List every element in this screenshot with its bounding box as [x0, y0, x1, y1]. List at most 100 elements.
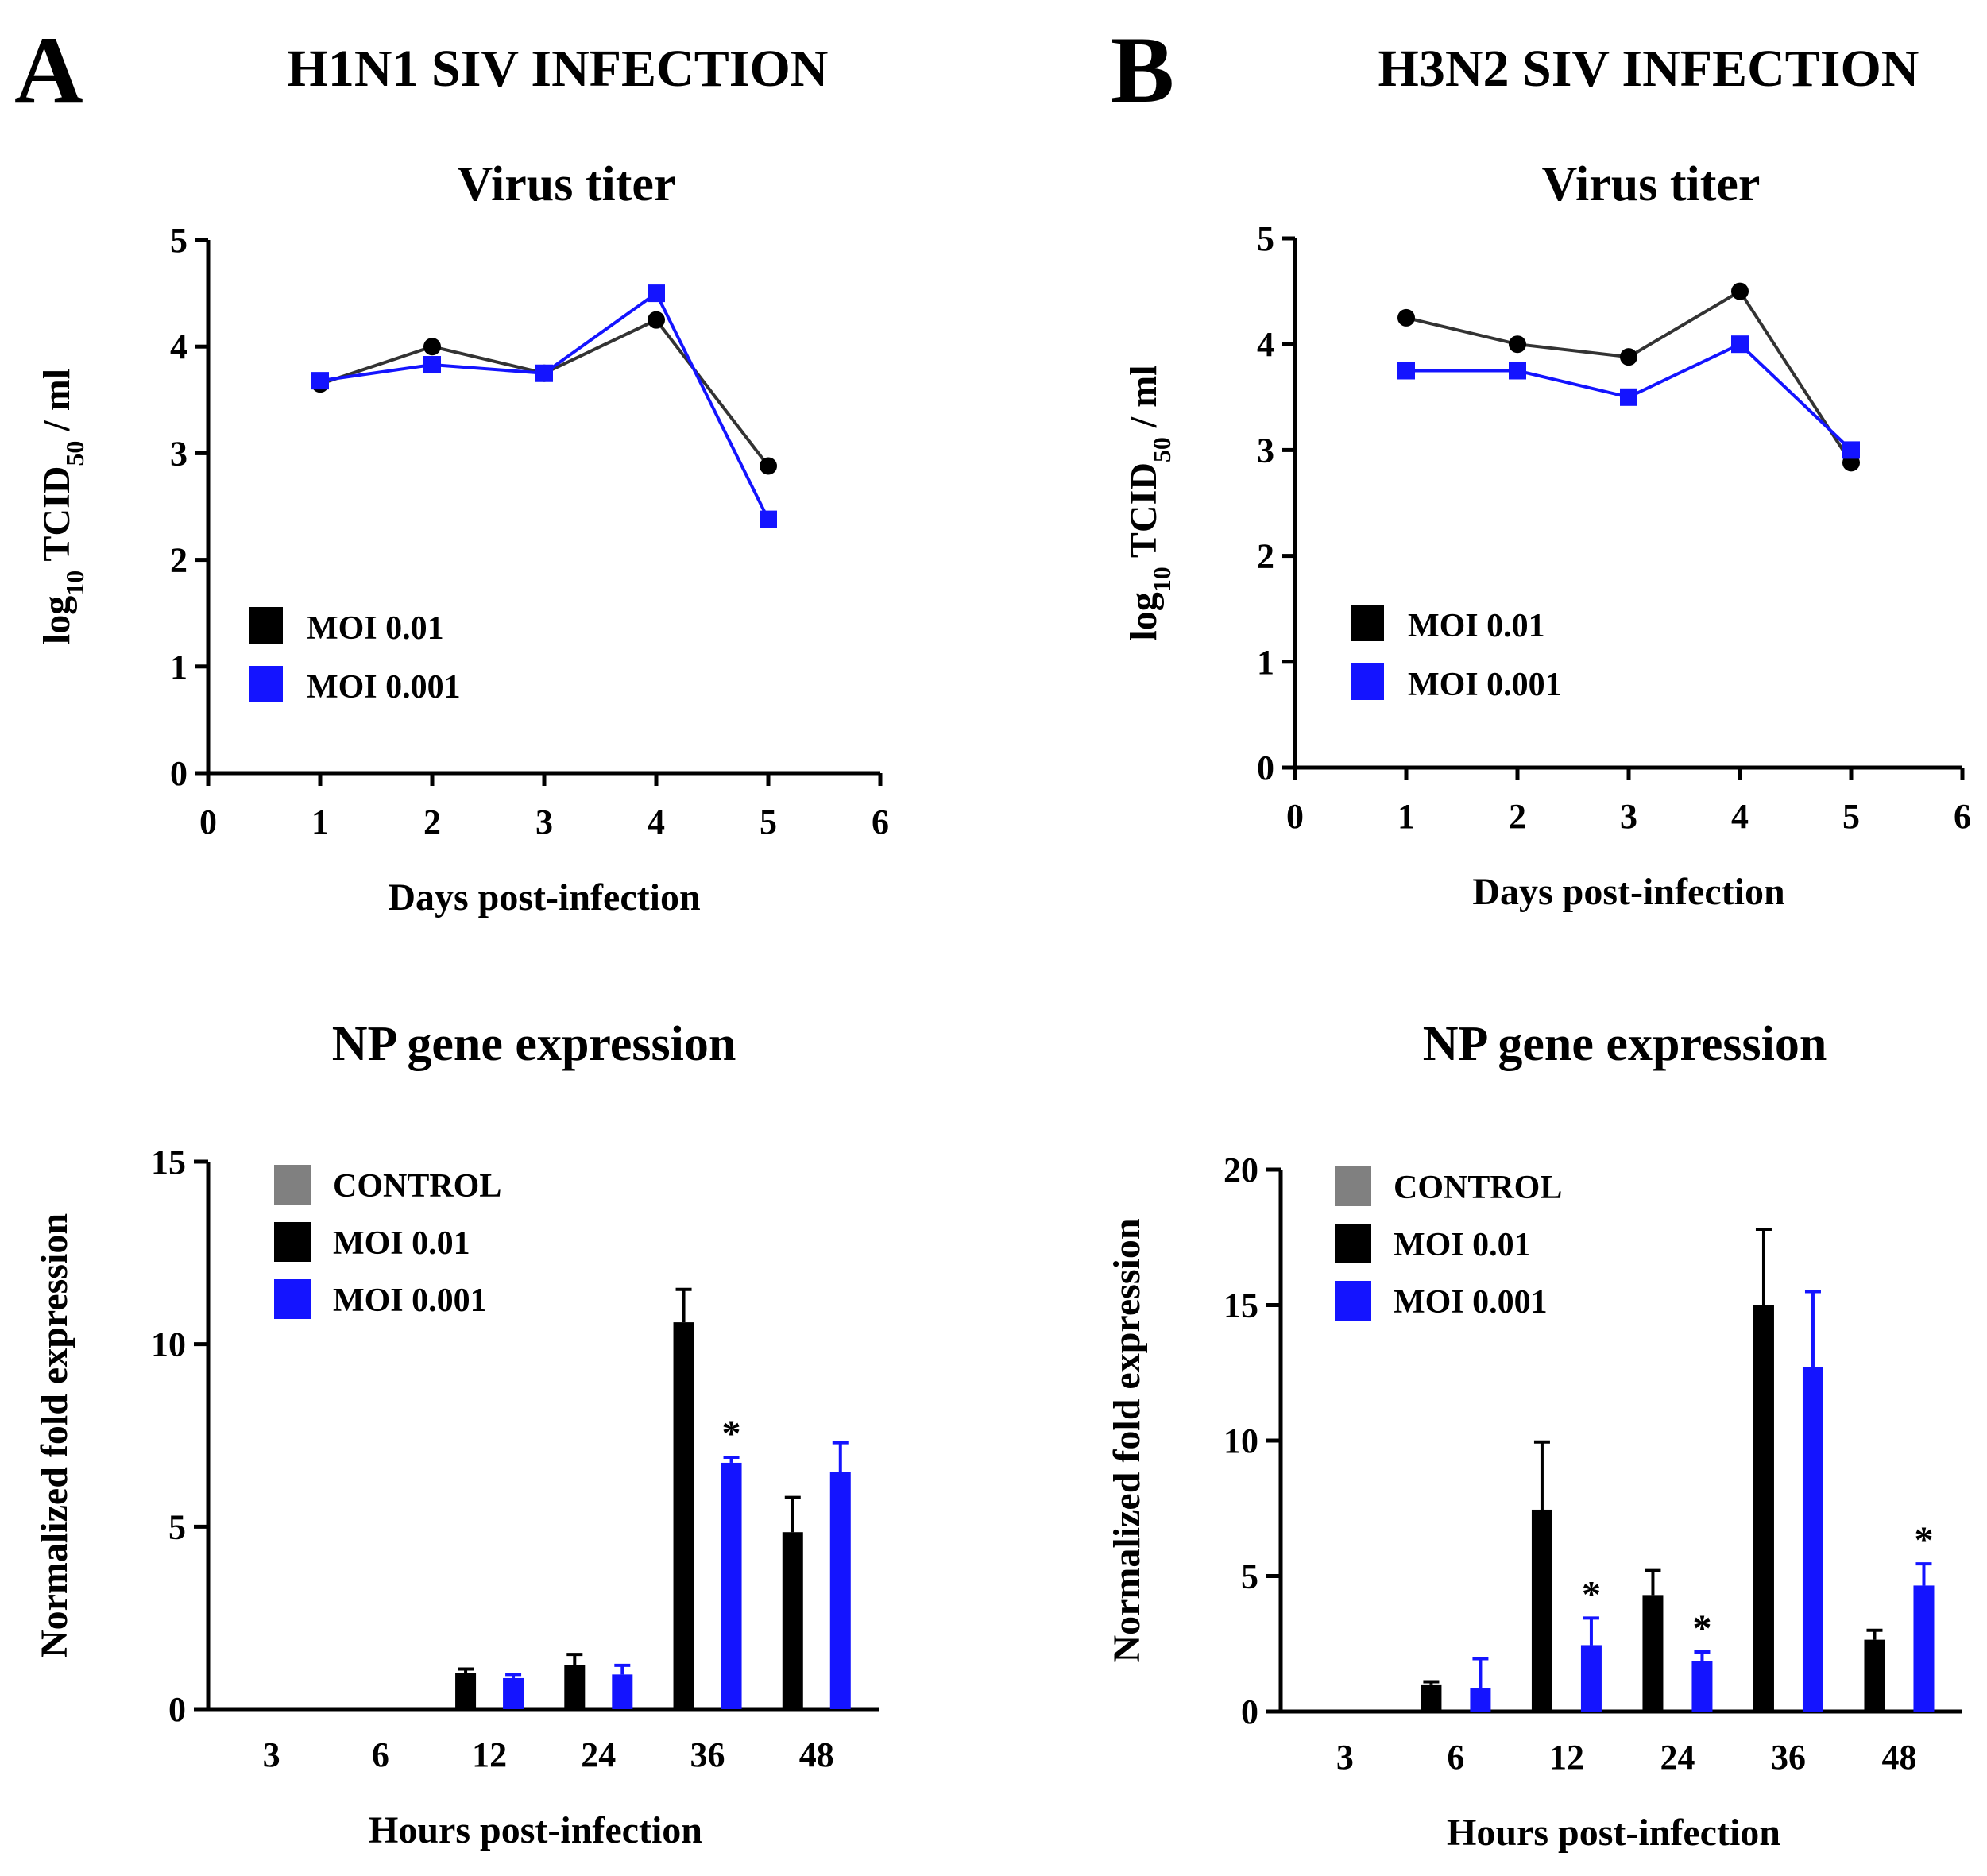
y-axis-label-part: TCID	[36, 466, 78, 571]
bar-moi-0-001	[1470, 1688, 1491, 1712]
y-tick-label: 5	[168, 1507, 186, 1546]
x-axis-label: Days post-infection	[388, 876, 700, 919]
data-point-moi-0-001	[1731, 335, 1749, 354]
bar-moi-0-01	[1531, 1509, 1552, 1712]
x-tick-label: 36	[1771, 1738, 1806, 1777]
legend-swatch-control	[1335, 1166, 1371, 1206]
y-axis-label-part: log	[1123, 592, 1165, 640]
panel-title-a: H1N1 SIV INFECTION	[288, 40, 829, 98]
data-point-moi-0-01	[1731, 282, 1749, 300]
x-tick-label: 48	[799, 1735, 834, 1774]
y-tick-label: 0	[168, 1690, 186, 1729]
x-tick-label: 0	[1286, 797, 1304, 836]
y-axis-label-part: / ml	[1123, 365, 1165, 437]
x-tick-label: 6	[372, 1735, 389, 1774]
bar-moi-0-001	[829, 1472, 851, 1709]
y-tick-label: 5	[1257, 219, 1274, 258]
y-axis-label: log10 TCID50 / ml	[1123, 365, 1176, 640]
bar-moi-0-01	[782, 1532, 803, 1709]
bar-moi-0-001	[1802, 1367, 1823, 1712]
legend-swatch-moi-0-01	[1335, 1224, 1371, 1263]
x-tick-label: 3	[1620, 797, 1637, 836]
legend-swatch-moi-0-01	[249, 607, 283, 644]
y-tick-label: 2	[1257, 537, 1274, 576]
bar-moi-0-001	[503, 1677, 524, 1709]
significance-marker: *	[1914, 1519, 1933, 1561]
data-point-moi-0-001	[1509, 362, 1526, 380]
y-tick-label: 2	[170, 541, 187, 580]
legend-label-moi-0-01: MOI 0.01	[307, 610, 444, 647]
legend-label-moi-0-01: MOI 0.01	[1394, 1227, 1531, 1263]
y-axis-label-part: 10	[1147, 567, 1176, 592]
data-point-moi-0-01	[760, 457, 777, 475]
y-tick-label: 10	[1224, 1422, 1258, 1460]
data-point-moi-0-001	[648, 284, 665, 303]
x-axis-label: Hours post-infection	[369, 1809, 702, 1851]
y-tick-label: 20	[1224, 1151, 1258, 1189]
y-axis-label: log10 TCID50 / ml	[36, 369, 89, 644]
panel-letter-b: B	[1111, 17, 1174, 122]
y-axis-label-part: 50	[60, 441, 89, 466]
y-tick-label: 0	[170, 754, 187, 793]
x-tick-label: 1	[311, 803, 329, 841]
significance-marker: *	[1692, 1607, 1711, 1650]
legend-swatch-control	[274, 1165, 311, 1205]
y-tick-label: 1	[1257, 643, 1274, 682]
x-tick-label: 3	[263, 1735, 280, 1774]
legend-label-moi-0-001: MOI 0.001	[1394, 1284, 1548, 1321]
bar-moi-0-01	[1864, 1639, 1885, 1712]
bar-moi-0-01	[1642, 1595, 1664, 1712]
chart-title: Virus titer	[458, 157, 676, 211]
y-axis-label-part: TCID	[1123, 462, 1165, 567]
y-tick-label: 15	[151, 1143, 186, 1182]
panel-letter-a: A	[14, 17, 83, 122]
bar-moi-0-01	[455, 1673, 477, 1709]
y-tick-label: 5	[1241, 1557, 1258, 1596]
legend-label-moi-0-001: MOI 0.001	[333, 1282, 487, 1319]
x-tick-label: 36	[690, 1735, 725, 1774]
data-point-moi-0-001	[1620, 388, 1637, 406]
x-tick-label: 6	[1447, 1738, 1464, 1777]
y-tick-label: 3	[1257, 431, 1274, 470]
y-axis-label: Normalized fold expression	[1106, 1218, 1148, 1662]
y-axis-label-part: log	[36, 596, 78, 644]
x-tick-label: 1	[1397, 797, 1415, 836]
data-point-moi-0-01	[1397, 308, 1415, 327]
legend-label-moi-0-001: MOI 0.001	[1408, 667, 1562, 703]
bar-moi-0-001	[1580, 1645, 1602, 1712]
legend-swatch-moi-0-001	[1351, 663, 1384, 700]
x-tick-label: 12	[1549, 1738, 1584, 1777]
legend-label-moi-0-001: MOI 0.001	[307, 669, 461, 706]
bar-moi-0-001	[612, 1674, 633, 1709]
data-point-moi-0-01	[1509, 335, 1526, 354]
bar-moi-0-01	[564, 1665, 586, 1709]
x-axis-label: Days post-infection	[1472, 871, 1784, 913]
x-tick-label: 3	[1336, 1738, 1354, 1777]
legend-label-control: CONTROL	[1394, 1170, 1562, 1206]
data-point-moi-0-001	[535, 364, 553, 382]
x-tick-label: 24	[1660, 1738, 1695, 1777]
bar-moi-0-001	[721, 1462, 742, 1709]
data-point-moi-0-001	[1842, 441, 1860, 459]
significance-marker: *	[1582, 1573, 1601, 1615]
data-point-moi-0-001	[1397, 362, 1415, 380]
series-line-moi-0-001	[319, 291, 770, 520]
x-axis-label: Hours post-infection	[1447, 1812, 1780, 1854]
y-tick-label: 1	[170, 648, 187, 687]
y-tick-label: 4	[170, 327, 187, 366]
legend-label-moi-0-01: MOI 0.01	[333, 1225, 470, 1262]
y-tick-label: 15	[1224, 1286, 1258, 1325]
legend-swatch-moi-0-001	[274, 1279, 311, 1319]
significance-marker: *	[722, 1413, 741, 1455]
bar-moi-0-01	[1421, 1684, 1442, 1712]
bar-moi-0-01	[673, 1322, 694, 1709]
series-line-moi-0-01	[319, 318, 770, 467]
y-axis-label-part: 50	[1147, 437, 1176, 462]
x-tick-label: 3	[535, 803, 553, 841]
bar-moi-0-01	[1753, 1305, 1774, 1712]
legend-swatch-moi-0-01	[274, 1222, 311, 1262]
legend-swatch-moi-0-001	[1335, 1281, 1371, 1321]
x-tick-label: 6	[1954, 797, 1971, 836]
